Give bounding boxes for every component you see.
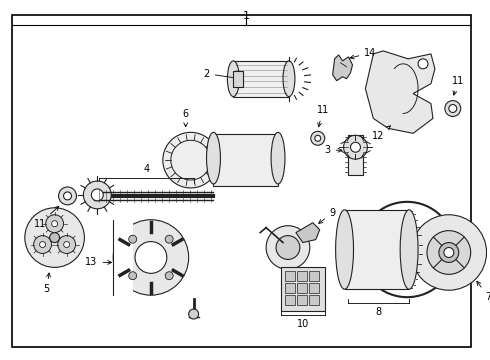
Bar bbox=[297, 271, 307, 281]
Circle shape bbox=[40, 242, 46, 248]
Bar bbox=[309, 295, 319, 305]
Ellipse shape bbox=[207, 132, 220, 184]
Circle shape bbox=[83, 181, 111, 209]
Circle shape bbox=[350, 142, 361, 152]
Circle shape bbox=[64, 242, 70, 248]
Bar bbox=[281, 267, 325, 311]
Circle shape bbox=[189, 309, 198, 319]
Text: 4: 4 bbox=[144, 164, 150, 174]
Circle shape bbox=[64, 192, 72, 200]
Circle shape bbox=[49, 233, 60, 243]
Circle shape bbox=[165, 272, 173, 280]
Circle shape bbox=[315, 135, 321, 141]
Text: 6: 6 bbox=[183, 109, 189, 127]
Polygon shape bbox=[163, 132, 219, 188]
Text: 8: 8 bbox=[375, 307, 381, 317]
Circle shape bbox=[411, 215, 487, 290]
Text: 11: 11 bbox=[452, 76, 464, 95]
Circle shape bbox=[418, 59, 428, 69]
Text: 12: 12 bbox=[372, 126, 391, 141]
Text: 14: 14 bbox=[350, 48, 376, 59]
Bar bbox=[309, 271, 319, 281]
Bar bbox=[233, 61, 289, 96]
Ellipse shape bbox=[227, 61, 239, 96]
Text: 2: 2 bbox=[203, 69, 238, 80]
Text: 13: 13 bbox=[85, 257, 112, 267]
Text: 1: 1 bbox=[243, 11, 250, 21]
Circle shape bbox=[91, 189, 103, 201]
Circle shape bbox=[343, 135, 368, 159]
Polygon shape bbox=[333, 55, 352, 81]
Circle shape bbox=[129, 272, 137, 280]
Text: 7: 7 bbox=[477, 281, 490, 302]
Circle shape bbox=[113, 220, 189, 295]
Circle shape bbox=[449, 104, 457, 112]
Polygon shape bbox=[296, 223, 320, 243]
Bar bbox=[285, 295, 295, 305]
Ellipse shape bbox=[271, 132, 285, 184]
Circle shape bbox=[46, 215, 64, 233]
Text: 5: 5 bbox=[44, 273, 50, 294]
Polygon shape bbox=[366, 51, 435, 133]
Bar bbox=[214, 134, 278, 186]
Text: 11: 11 bbox=[34, 206, 59, 229]
Bar bbox=[285, 283, 295, 293]
Circle shape bbox=[129, 235, 137, 243]
Text: 3: 3 bbox=[324, 145, 342, 155]
Circle shape bbox=[276, 235, 300, 260]
Ellipse shape bbox=[400, 210, 418, 289]
Circle shape bbox=[135, 242, 167, 273]
Bar bbox=[344, 210, 409, 289]
Bar bbox=[297, 295, 307, 305]
Bar bbox=[285, 271, 295, 281]
Ellipse shape bbox=[336, 210, 353, 289]
Circle shape bbox=[311, 131, 325, 145]
Circle shape bbox=[165, 235, 173, 243]
Circle shape bbox=[266, 226, 310, 269]
Text: 9: 9 bbox=[318, 208, 336, 224]
Ellipse shape bbox=[283, 61, 295, 96]
Bar bbox=[233, 71, 243, 87]
Circle shape bbox=[51, 221, 58, 227]
Circle shape bbox=[25, 208, 84, 267]
Circle shape bbox=[439, 243, 459, 262]
Circle shape bbox=[427, 231, 471, 274]
Circle shape bbox=[444, 248, 454, 257]
Circle shape bbox=[58, 235, 75, 253]
Text: 10: 10 bbox=[297, 319, 309, 329]
Circle shape bbox=[59, 187, 76, 205]
Bar bbox=[347, 135, 364, 175]
Circle shape bbox=[34, 235, 51, 253]
Bar bbox=[113, 220, 133, 295]
Bar bbox=[297, 283, 307, 293]
Text: 11: 11 bbox=[317, 105, 329, 127]
Bar bbox=[309, 283, 319, 293]
Circle shape bbox=[445, 100, 461, 116]
